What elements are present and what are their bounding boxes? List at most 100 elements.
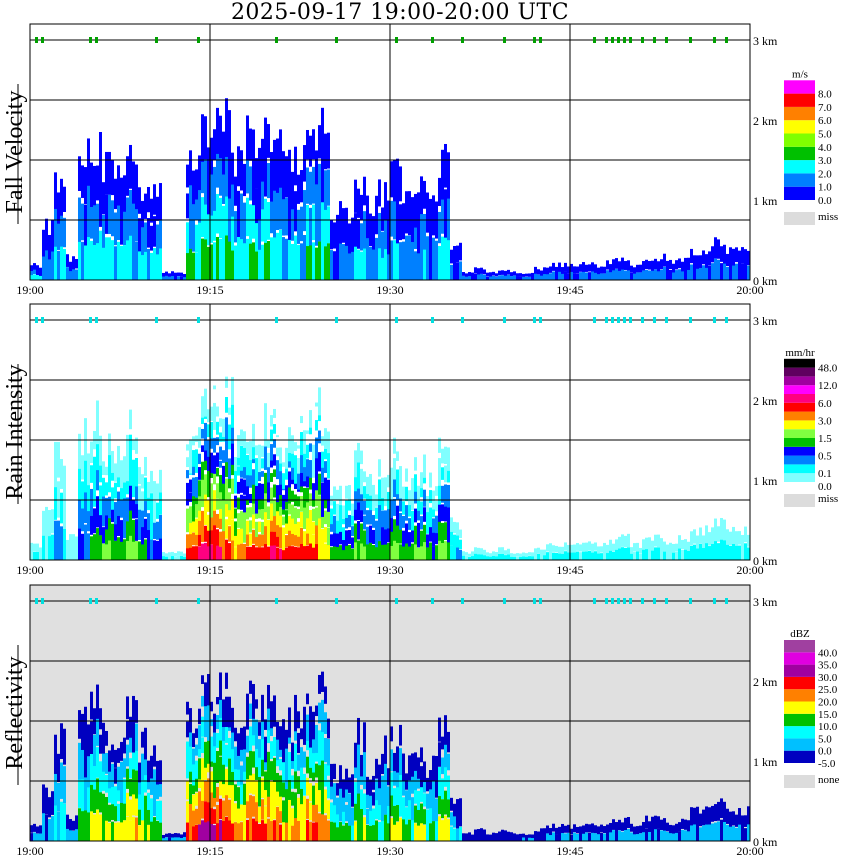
data-cell	[693, 267, 696, 280]
data-cell	[300, 544, 303, 560]
data-cell	[405, 807, 408, 825]
data-cell	[339, 530, 342, 545]
data-cell	[258, 807, 261, 823]
data-cell	[108, 454, 111, 482]
top-marker	[611, 598, 614, 604]
data-cell	[663, 550, 666, 560]
data-cell	[192, 252, 195, 280]
legend-missing-swatch	[784, 775, 815, 788]
data-cell	[201, 716, 204, 737]
data-cell	[198, 155, 201, 191]
data-cell	[321, 513, 324, 529]
data-cell	[195, 169, 198, 200]
legend-swatch	[784, 367, 815, 377]
data-cell	[438, 498, 441, 522]
data-cell	[444, 765, 447, 787]
top-marker	[665, 37, 668, 43]
data-cell	[345, 500, 348, 518]
data-cell	[399, 817, 402, 841]
data-cell	[54, 172, 57, 209]
data-cell	[231, 519, 234, 541]
data-cell	[66, 267, 69, 280]
data-cell	[222, 205, 225, 247]
data-cell	[501, 553, 504, 560]
data-cell	[294, 468, 297, 484]
data-cell	[309, 821, 312, 841]
legend-label: 1.0	[818, 182, 832, 194]
data-cell	[276, 510, 279, 526]
data-cell	[210, 208, 213, 243]
data-cell	[327, 800, 330, 820]
data-cell	[357, 219, 360, 249]
data-cell	[300, 803, 303, 824]
data-cell	[114, 502, 117, 525]
data-cell	[186, 482, 189, 499]
data-cell	[144, 727, 147, 760]
data-cell	[609, 272, 612, 280]
data-cell	[189, 784, 192, 804]
data-cell	[609, 264, 612, 273]
data-cell	[30, 833, 33, 841]
data-cell	[102, 494, 105, 512]
data-cell	[213, 490, 216, 511]
data-cell	[372, 544, 375, 560]
data-cell	[483, 274, 486, 280]
data-cell	[546, 544, 549, 552]
data-cell	[315, 821, 318, 841]
data-cell	[102, 247, 105, 280]
data-cell	[423, 542, 426, 560]
data-cell	[306, 777, 309, 796]
data-cell	[738, 250, 741, 267]
top-marker	[431, 598, 434, 604]
data-cell	[186, 222, 189, 254]
data-cell	[744, 543, 747, 560]
data-cell	[405, 824, 408, 841]
data-cell	[342, 244, 345, 280]
data-cell	[294, 546, 297, 560]
data-cell	[357, 188, 360, 218]
data-cell	[291, 808, 294, 826]
data-cell	[459, 549, 462, 560]
data-cell	[585, 551, 588, 560]
data-cell	[105, 466, 108, 476]
data-cell	[306, 516, 309, 534]
data-cell	[54, 208, 57, 247]
data-cell	[426, 777, 429, 792]
data-cell	[294, 520, 297, 536]
data-cell	[576, 266, 579, 274]
data-cell	[300, 206, 303, 242]
data-cell	[357, 249, 360, 280]
legend-missing-label: none	[818, 774, 840, 786]
data-cell	[324, 170, 327, 210]
data-cell	[363, 722, 366, 753]
data-cell	[447, 819, 450, 841]
data-cell	[678, 258, 681, 269]
data-cell	[369, 542, 372, 560]
data-cell	[555, 266, 558, 274]
data-cell	[297, 209, 300, 244]
data-cell	[219, 545, 222, 560]
data-cell	[441, 236, 444, 280]
data-cell	[276, 232, 279, 280]
data-cell	[573, 544, 576, 553]
data-cell	[78, 156, 81, 191]
data-cell	[366, 526, 369, 545]
data-cell	[228, 526, 231, 542]
legend-swatch	[784, 186, 815, 200]
data-cell	[120, 741, 123, 761]
data-cell	[78, 465, 81, 500]
data-cell	[687, 820, 690, 832]
data-cell	[540, 828, 543, 841]
data-cell	[414, 542, 417, 560]
data-cell	[399, 544, 402, 560]
data-cell	[90, 781, 93, 812]
data-cell	[432, 532, 435, 547]
data-cell	[204, 388, 207, 417]
data-cell	[372, 216, 375, 250]
data-cell	[207, 529, 210, 547]
legend-label: 15.0	[818, 709, 838, 721]
data-cell	[285, 803, 288, 823]
data-cell	[54, 441, 57, 488]
data-cell	[690, 807, 693, 826]
data-cell	[84, 740, 87, 778]
